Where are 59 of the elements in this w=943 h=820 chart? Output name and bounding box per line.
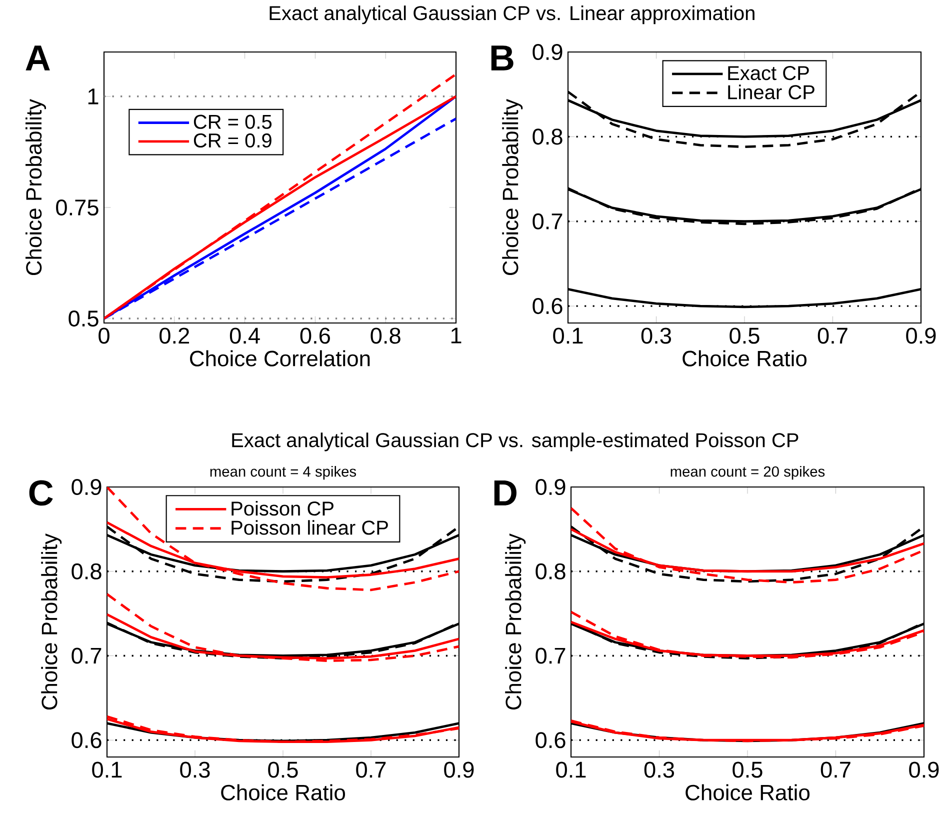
line-series [107, 487, 459, 592]
x-tick-label: 0.4 [230, 328, 260, 344]
text: A [26, 46, 50, 70]
y-tick-label: 1 [88, 88, 98, 104]
y-tick-label: 0.6 [536, 732, 566, 748]
x-tick-label: 0.7 [818, 328, 848, 344]
x-tick-label: 0.5 [268, 762, 298, 778]
y-tick-label: 0.8 [532, 128, 562, 145]
text: C [29, 480, 53, 506]
y-tick-label: 0.5 [68, 310, 98, 327]
x-tick-label: 0.5 [730, 328, 760, 344]
x-tick-label: 1 [451, 328, 462, 344]
y-tick-label: 0.75 [56, 199, 98, 216]
text: D [494, 480, 516, 506]
legend-label: Poisson CP [232, 500, 334, 516]
x-tick-label: 0.1 [553, 328, 583, 344]
x-tick-label: 0.8 [370, 328, 400, 344]
legend-label: Exact CP [728, 66, 809, 80]
x-tick-label: 0 [98, 328, 110, 344]
y-axis-title: Choice Probability [41, 533, 62, 710]
y-tick-label: 0.9 [536, 478, 566, 496]
y-tick-label: 0.6 [532, 298, 562, 314]
legend-label: Linear CP [728, 84, 814, 100]
y-tick-label: 0.7 [536, 648, 566, 664]
y-tick-label: 0.8 [536, 563, 566, 580]
x-tick-label: 0.9 [444, 762, 474, 778]
text: Exact analytical Gaussian CP vs. sample-estimated Poisson CP [232, 432, 798, 452]
chart-subtitle: mean count = 20 spikes [670, 466, 825, 480]
legend-label: Poisson linear CP [232, 520, 388, 535]
y-axis-title: Choice Probability [502, 98, 523, 276]
x-tick-label: 0.1 [556, 762, 586, 778]
y-tick-label: 0.9 [72, 478, 102, 496]
x-tick-label: 0.3 [180, 762, 210, 778]
y-axis-title: Choice Probability [505, 533, 526, 710]
y-tick-label: 0.6 [72, 732, 102, 748]
legend-label: CR = 0.9 [194, 133, 272, 148]
y-tick-label: 0.9 [532, 44, 562, 60]
x-axis-title: Choice Ratio [686, 784, 810, 800]
x-tick-label: 0.6 [300, 328, 330, 344]
x-tick-label: 0.2 [160, 328, 190, 344]
x-tick-label: 0.7 [356, 762, 386, 778]
text: Exact analytical Gaussian CP vs. Linear approximation [270, 6, 754, 24]
x-tick-label: 0.9 [909, 762, 939, 778]
x-tick-label: 0.9 [906, 328, 936, 344]
x-axis-title: Choice Correlation [190, 350, 370, 366]
y-tick-label: 0.8 [72, 563, 102, 580]
legend-label: CR = 0.5 [194, 114, 272, 129]
x-tick-label: 0.1 [92, 762, 122, 778]
y-tick-label: 0.7 [72, 648, 102, 664]
text: B [491, 46, 514, 70]
chart-subtitle: mean count = 4 spikes [210, 466, 356, 480]
x-tick-label: 0.3 [641, 328, 672, 344]
x-tick-label: 0.7 [820, 762, 850, 778]
x-axis-title: Choice Ratio [682, 350, 807, 366]
x-tick-label: 0.3 [644, 762, 674, 778]
x-tick-label: 0.5 [732, 762, 762, 778]
x-axis-title: Choice Ratio [221, 784, 346, 800]
y-tick-label: 0.7 [532, 213, 562, 230]
y-axis-title: Choice Probability [26, 98, 46, 276]
